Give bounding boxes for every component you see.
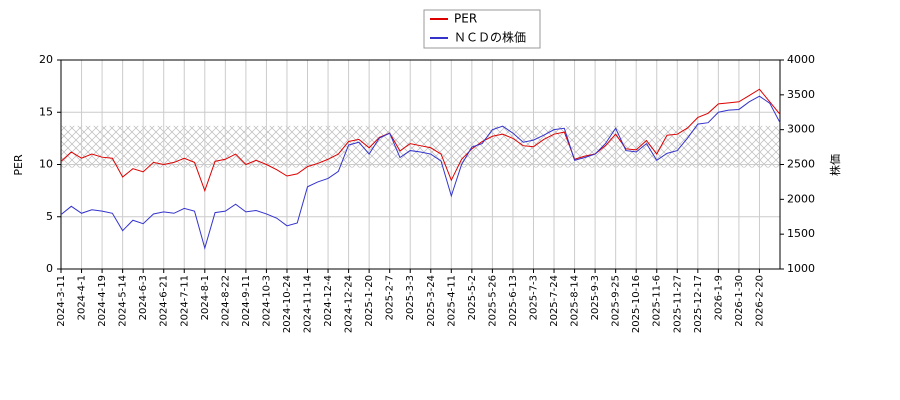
plot-frame [60, 59, 781, 270]
legend-label: PER [454, 12, 477, 26]
x-tick-label: 2024-6-21 [159, 275, 170, 327]
y2-tick-label: 3000 [787, 123, 815, 136]
x-tick-label: 2025-9-25 [611, 275, 622, 327]
x-tick-label: 2025-10-16 [631, 275, 642, 333]
y-tick-label: 5 [46, 210, 53, 223]
x-tick-label: 2024-3-11 [56, 275, 67, 327]
x-tick-label: 2025-12-17 [693, 275, 704, 333]
y2-tick-label: 4000 [787, 53, 815, 66]
series-line [60, 88, 781, 193]
x-tick-label: 2025-8-14 [570, 275, 581, 327]
y2-tick-label: 3500 [787, 88, 815, 101]
x-tick-label: 2024-10-24 [282, 275, 293, 333]
x-tick-label: 2025-5-26 [487, 275, 498, 327]
x-tick-label: 2025-7-3 [528, 275, 539, 320]
y2-tick-label: 1000 [787, 262, 815, 275]
x-tick-label: 2024-8-1 [200, 275, 211, 320]
y-tick-label: 0 [46, 262, 53, 275]
x-tick-label: 2025-5-2 [467, 275, 478, 320]
x-tick-label: 2025-11-6 [652, 275, 663, 327]
x-tick-label: 2024-11-14 [303, 275, 314, 333]
x-tick-label: 2026-2-20 [754, 275, 765, 327]
x-tick-label: 2024-9-11 [241, 275, 252, 327]
x-tick-label: 2024-10-3 [261, 275, 272, 327]
y2-tick-label: 1500 [787, 227, 815, 240]
y-axis-label: PER [12, 154, 25, 176]
x-tick-label: 2025-4-11 [446, 275, 457, 327]
y-tick-label: 10 [39, 158, 53, 171]
series-line [60, 95, 781, 250]
x-tick-label: 2025-2-7 [385, 275, 396, 320]
legend-box [423, 9, 541, 49]
x-tick-label: 2024-12-4 [323, 275, 334, 327]
y-tick-label: 20 [39, 53, 53, 66]
x-tick-label: 2024-5-14 [118, 275, 129, 327]
legend: PER ＮＣＤの株価 [423, 9, 541, 49]
x-tick-label: 2026-1-9 [713, 275, 724, 320]
x-tick-label: 2025-3-24 [426, 275, 437, 327]
y2-tick-label: 2000 [787, 192, 815, 205]
y-tick-label: 15 [39, 105, 53, 118]
x-tick-label: 2024-12-24 [344, 275, 355, 333]
x-tick-label: 2025-6-13 [508, 275, 519, 327]
band [61, 125, 780, 168]
x-tick-label: 2025-1-20 [364, 275, 375, 327]
y2-tick-label: 2500 [787, 158, 815, 171]
x-tick-label: 2025-3-3 [405, 275, 416, 320]
x-tick-label: 2025-7-24 [549, 275, 560, 327]
x-tick-label: 2024-7-11 [179, 275, 190, 327]
x-tick-label: 2024-4-19 [97, 275, 108, 327]
x-tick-label: 2024-6-3 [138, 275, 149, 320]
x-tick-label: 2025-11-27 [672, 275, 683, 333]
x-tick-label: 2024-4-1 [77, 275, 88, 320]
y2-axis-label: 株価 [828, 154, 842, 176]
legend-label: ＮＣＤの株価 [454, 30, 526, 45]
x-tick-label: 2026-1-30 [734, 275, 745, 327]
x-tick-label: 2025-9-3 [590, 275, 601, 320]
x-tick-label: 2024-8-22 [220, 275, 231, 327]
